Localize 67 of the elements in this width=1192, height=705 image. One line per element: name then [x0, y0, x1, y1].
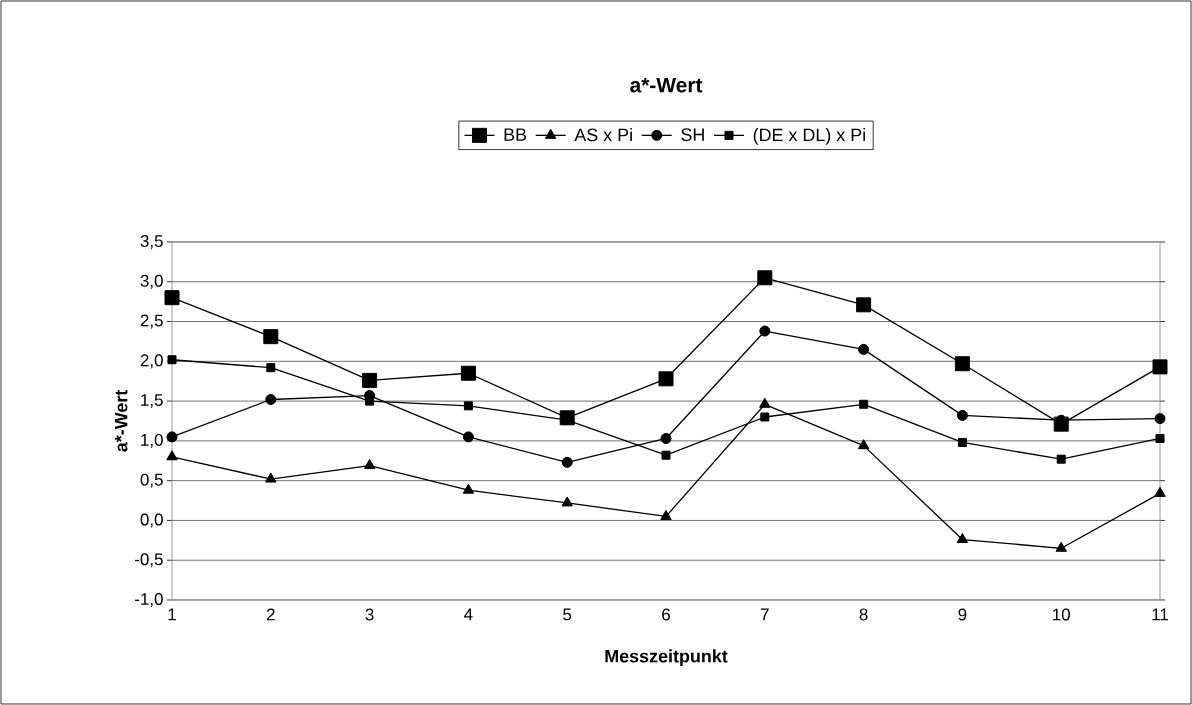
point — [462, 431, 474, 443]
point — [1155, 433, 1165, 443]
point — [1154, 413, 1166, 425]
x-tick-label: 8 — [859, 608, 868, 621]
point — [265, 472, 277, 483]
y-tick-label: 3,5 — [140, 234, 163, 249]
point — [462, 483, 475, 494]
x-tick-label: 10 — [1053, 608, 1070, 621]
point — [463, 401, 473, 411]
y-axis-title: a*-Wert — [114, 389, 128, 452]
point — [460, 365, 476, 381]
x-axis-title: Messzeitpunkt — [605, 649, 728, 667]
chart-title: a*-Wert — [630, 77, 703, 93]
point — [166, 431, 178, 443]
point — [1056, 454, 1066, 464]
point — [263, 329, 279, 345]
point — [362, 372, 378, 388]
point — [759, 325, 771, 337]
point — [660, 509, 672, 520]
point — [658, 371, 674, 387]
point — [954, 356, 970, 372]
point — [167, 355, 177, 365]
point — [1154, 486, 1166, 497]
point — [757, 270, 773, 286]
x-tick-label: 6 — [662, 608, 670, 621]
point — [166, 450, 178, 461]
point — [857, 439, 870, 450]
point — [1152, 359, 1168, 375]
y-tick-label: 2,5 — [140, 314, 163, 329]
point — [661, 450, 671, 460]
point — [858, 343, 870, 355]
point — [859, 399, 869, 409]
point — [760, 412, 770, 422]
point — [363, 459, 376, 470]
legend-label: AS x Pi — [574, 128, 632, 142]
point — [1055, 541, 1067, 552]
point — [561, 496, 573, 507]
x-tick-label: 4 — [464, 608, 473, 621]
point — [856, 297, 872, 313]
y-tick-label: 0,0 — [140, 513, 163, 528]
x-tick-label: 3 — [365, 608, 374, 621]
y-tick-label: 3,0 — [140, 274, 163, 289]
legend-label: (DE x DL) x Pi — [753, 128, 865, 145]
point — [956, 409, 968, 421]
y-tick-label: 1,5 — [141, 394, 163, 409]
x-tick-label: 9 — [958, 608, 967, 621]
point — [164, 290, 180, 306]
point — [561, 456, 573, 468]
x-tick-label: 2 — [266, 608, 275, 621]
y-tick-label: -1,0 — [135, 592, 163, 607]
x-tick-label: 11 — [1152, 608, 1168, 621]
x-tick-label: 7 — [760, 608, 769, 621]
legend-label: BB — [504, 128, 527, 141]
point — [957, 437, 967, 447]
y-tick-label: 2,0 — [140, 354, 163, 369]
y-tick-label: 0,5 — [140, 473, 163, 488]
point — [660, 432, 672, 444]
point — [265, 394, 277, 405]
y-tick-label: -0,5 — [135, 553, 163, 568]
point — [759, 397, 771, 408]
point — [365, 396, 375, 406]
x-tick-label: 1 — [168, 608, 176, 621]
legend-label: SH — [681, 128, 704, 142]
y-tick-label: 1,0 — [141, 433, 163, 448]
point — [956, 533, 969, 544]
x-tick-label: 5 — [563, 608, 572, 621]
point — [266, 363, 276, 373]
